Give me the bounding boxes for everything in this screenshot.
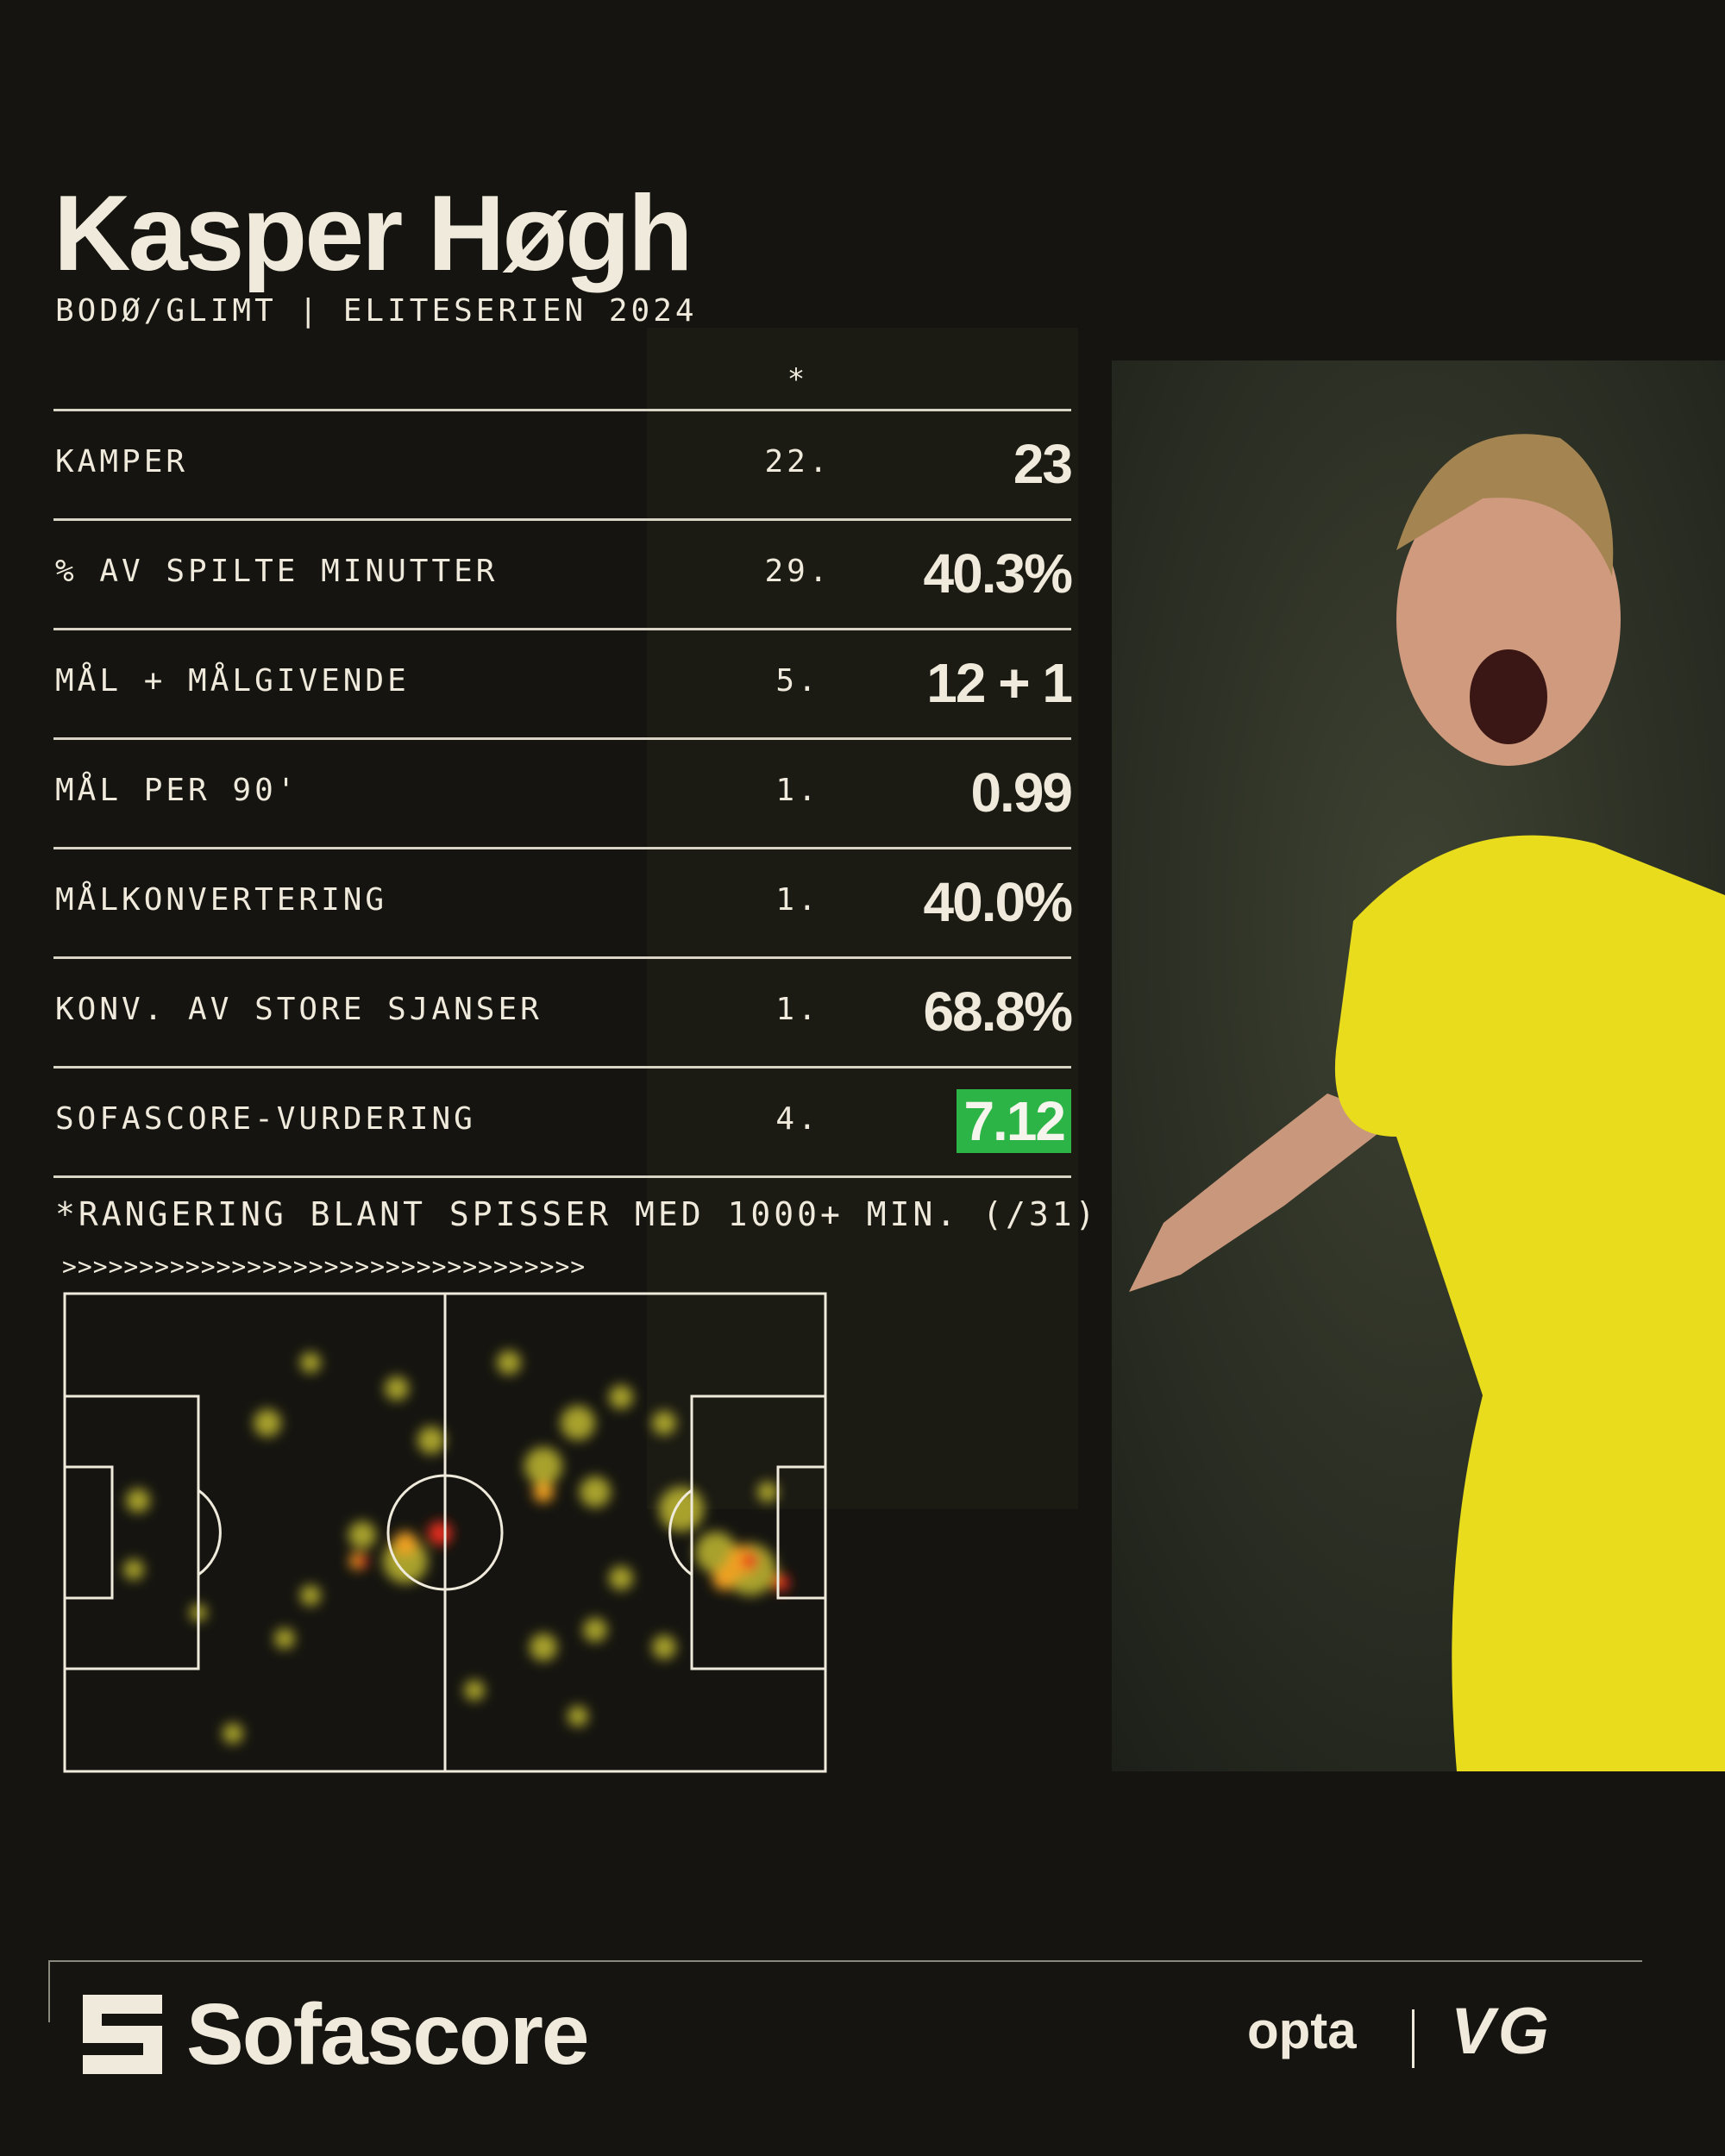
table-rule	[53, 737, 1071, 740]
brand-logo	[83, 1995, 162, 2074]
partner-divider	[1412, 2009, 1414, 2068]
stat-label: SOFASCORE-VURDERING	[55, 1100, 476, 1137]
table-rule	[53, 1175, 1071, 1178]
stat-rank: 1.	[775, 772, 820, 808]
jersey	[1334, 835, 1725, 1771]
heat-low	[123, 1351, 778, 1744]
stat-value: 23	[1013, 432, 1073, 495]
table-rule	[53, 1066, 1071, 1069]
table-rule	[53, 409, 1071, 411]
hair	[1396, 434, 1614, 576]
table-rule	[53, 628, 1071, 630]
direction-arrows: >>>>>>>>>>>>>>>>>>>>>>>>>>>>>>>>>>	[62, 1252, 586, 1281]
heat-blobs	[123, 1351, 789, 1744]
stat-label: KONV. AV STORE SJANSER	[55, 991, 543, 1027]
stat-value: 40.0%	[923, 870, 1073, 933]
stat-rank: 22.	[764, 443, 831, 479]
stat-value: 0.99	[970, 761, 1073, 824]
brand-name: Sofascore	[186, 1986, 590, 2083]
pitch-lines	[63, 1292, 827, 1773]
stat-label: KAMPER	[55, 443, 189, 479]
stat-value: 40.3%	[923, 542, 1073, 605]
stat-rank: 4.	[775, 1100, 820, 1137]
footnote: *RANGERING BLANT SPISSER MED 1000+ MIN. …	[55, 1195, 1099, 1233]
partner-opta: opta	[1247, 2002, 1357, 2059]
stat-rank: 1.	[775, 881, 820, 918]
stat-label: MÅLKONVERTERING	[55, 881, 388, 918]
heatmap	[63, 1292, 827, 1773]
stat-value: 7.12	[957, 1088, 1071, 1153]
stat-rank: 29.	[764, 553, 831, 589]
rank-header: *	[787, 362, 809, 397]
player-name: Kasper Høgh	[53, 174, 693, 293]
subtitle: BODØ/GLIMT | ELITESERIEN 2024	[55, 293, 698, 329]
partner-vg: VG	[1451, 1995, 1552, 2068]
stat-rank: 5.	[775, 662, 820, 699]
arm	[1129, 1094, 1396, 1292]
stat-label: MÅL PER 90'	[55, 772, 299, 808]
stat-rank: 1.	[775, 991, 820, 1027]
mouth	[1470, 649, 1547, 744]
table-rule	[53, 956, 1071, 959]
table-rule	[53, 847, 1071, 849]
stat-label: % AV SPILTE MINUTTER	[55, 553, 499, 589]
player-photo	[1112, 360, 1725, 1771]
face	[1396, 473, 1621, 766]
stat-value: 68.8%	[923, 980, 1073, 1043]
footer-rule	[48, 1960, 1642, 1962]
table-rule	[53, 518, 1071, 521]
stat-value: 12 + 1	[926, 651, 1073, 714]
footer-tick	[48, 1960, 50, 2022]
panel-bg	[647, 328, 1078, 1509]
stat-label: MÅL + MÅLGIVENDE	[55, 662, 410, 699]
